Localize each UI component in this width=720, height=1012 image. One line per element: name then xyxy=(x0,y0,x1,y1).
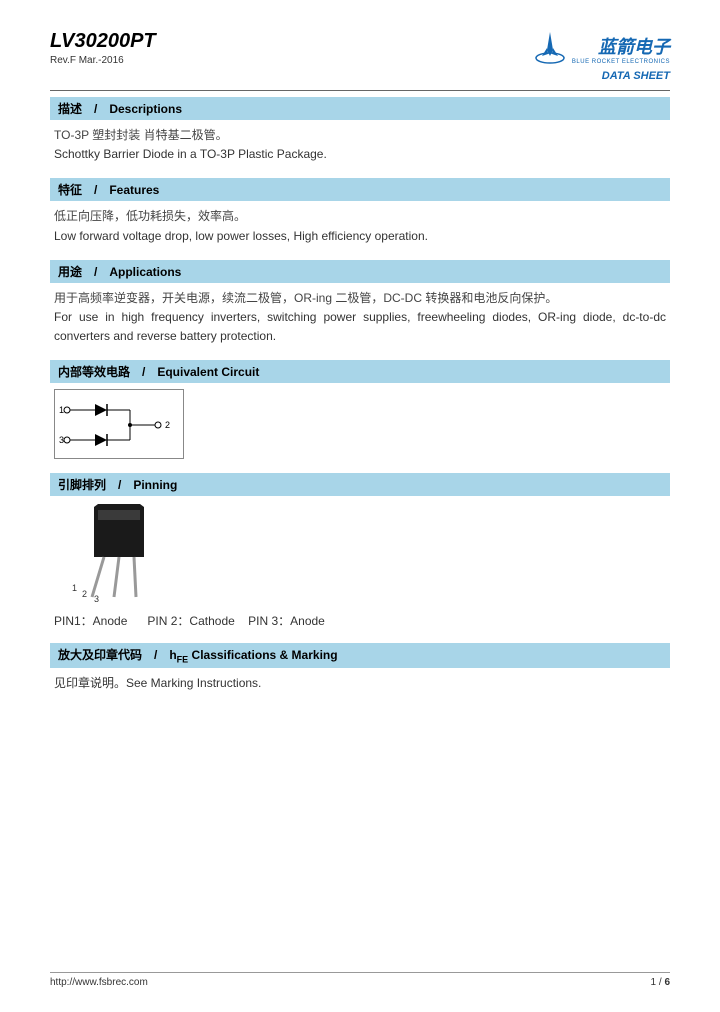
header: LV30200PT Rev.F Mar.-2016 蓝箭电子 BLUE ROCK… xyxy=(50,30,670,82)
logo-text-cn: 蓝箭电子 xyxy=(572,33,670,59)
header-left: LV30200PT Rev.F Mar.-2016 xyxy=(50,30,156,66)
header-right: 蓝箭电子 BLUE ROCKET ELECTRONICS DATA SHEET xyxy=(534,30,670,82)
circuit-pin-3-label: 3 xyxy=(59,435,64,445)
part-number: LV30200PT xyxy=(50,30,156,53)
logo: 蓝箭电子 BLUE ROCKET ELECTRONICS xyxy=(534,30,670,68)
descriptions-cn: TO-3P 塑封封装 肖特基二极管。 xyxy=(54,126,666,145)
marking-title-prefix: 放大及印章代码 / h xyxy=(58,648,177,662)
svg-text:2: 2 xyxy=(82,589,87,599)
svg-text:1: 1 xyxy=(72,583,77,593)
section-header-features: 特征 / Features xyxy=(50,178,670,201)
section-header-equivalent-circuit: 内部等效电路 / Equivalent Circuit xyxy=(50,360,670,383)
component-image: 1 2 3 xyxy=(54,502,174,602)
pin1-label: PIN1：Anode xyxy=(54,614,127,628)
pinning-area: 1 2 3 PIN1：Anode PIN 2：Cathode PIN 3：Ano… xyxy=(54,502,670,629)
header-divider xyxy=(50,90,670,91)
datasheet-page: LV30200PT Rev.F Mar.-2016 蓝箭电子 BLUE ROCK… xyxy=(0,0,720,1012)
section-body-marking: 见印章说明。See Marking Instructions. xyxy=(50,674,670,693)
logo-subtext: BLUE ROCKET ELECTRONICS xyxy=(572,59,670,65)
pin-labels-row: PIN1：Anode PIN 2：Cathode PIN 3：Anode xyxy=(54,612,670,629)
features-cn: 低正向压降，低功耗损失，效率高。 xyxy=(54,207,666,226)
section-body-applications: 用于高频率逆变器，开关电源，续流二极管，OR-ing 二极管，DC-DC 转换器… xyxy=(50,289,670,347)
equivalent-circuit-diagram: 1 3 2 xyxy=(54,389,184,459)
section-header-applications: 用途 / Applications xyxy=(50,260,670,283)
revision: Rev.F Mar.-2016 xyxy=(50,55,156,66)
footer: http://www.fsbrec.com 1 / 6 xyxy=(50,972,670,988)
marking-title-suffix: Classifications & Marking xyxy=(188,648,337,662)
section-body-features: 低正向压降，低功耗损失，效率高。 Low forward voltage dro… xyxy=(50,207,670,245)
footer-page: 1 / 6 xyxy=(651,977,670,988)
section-header-descriptions: 描述 / Descriptions xyxy=(50,97,670,120)
pin3-label: PIN 3：Anode xyxy=(248,614,325,628)
circuit-pin-2-label: 2 xyxy=(165,420,170,430)
section-body-descriptions: TO-3P 塑封封装 肖特基二极管。 Schottky Barrier Diod… xyxy=(50,126,670,164)
applications-en: For use in high frequency inverters, swi… xyxy=(54,308,666,346)
datasheet-label: DATA SHEET xyxy=(534,70,670,82)
marking-title-sub: FE xyxy=(177,655,189,665)
logo-text-block: 蓝箭电子 BLUE ROCKET ELECTRONICS xyxy=(572,33,670,65)
marking-body: 见印章说明。See Marking Instructions. xyxy=(54,674,666,693)
rocket-logo-icon xyxy=(534,30,566,68)
circuit-pin-1-label: 1 xyxy=(59,405,64,415)
features-en: Low forward voltage drop, low power loss… xyxy=(54,227,666,246)
pin2-label: PIN 2：Cathode xyxy=(147,614,234,628)
svg-text:3: 3 xyxy=(94,594,99,602)
descriptions-en: Schottky Barrier Diode in a TO-3P Plasti… xyxy=(54,145,666,164)
section-header-marking: 放大及印章代码 / hFE Classifications & Marking xyxy=(50,643,670,667)
footer-url: http://www.fsbrec.com xyxy=(50,977,148,988)
section-header-pinning: 引脚排列 / Pinning xyxy=(50,473,670,496)
applications-cn: 用于高频率逆变器，开关电源，续流二极管，OR-ing 二极管，DC-DC 转换器… xyxy=(54,289,666,308)
